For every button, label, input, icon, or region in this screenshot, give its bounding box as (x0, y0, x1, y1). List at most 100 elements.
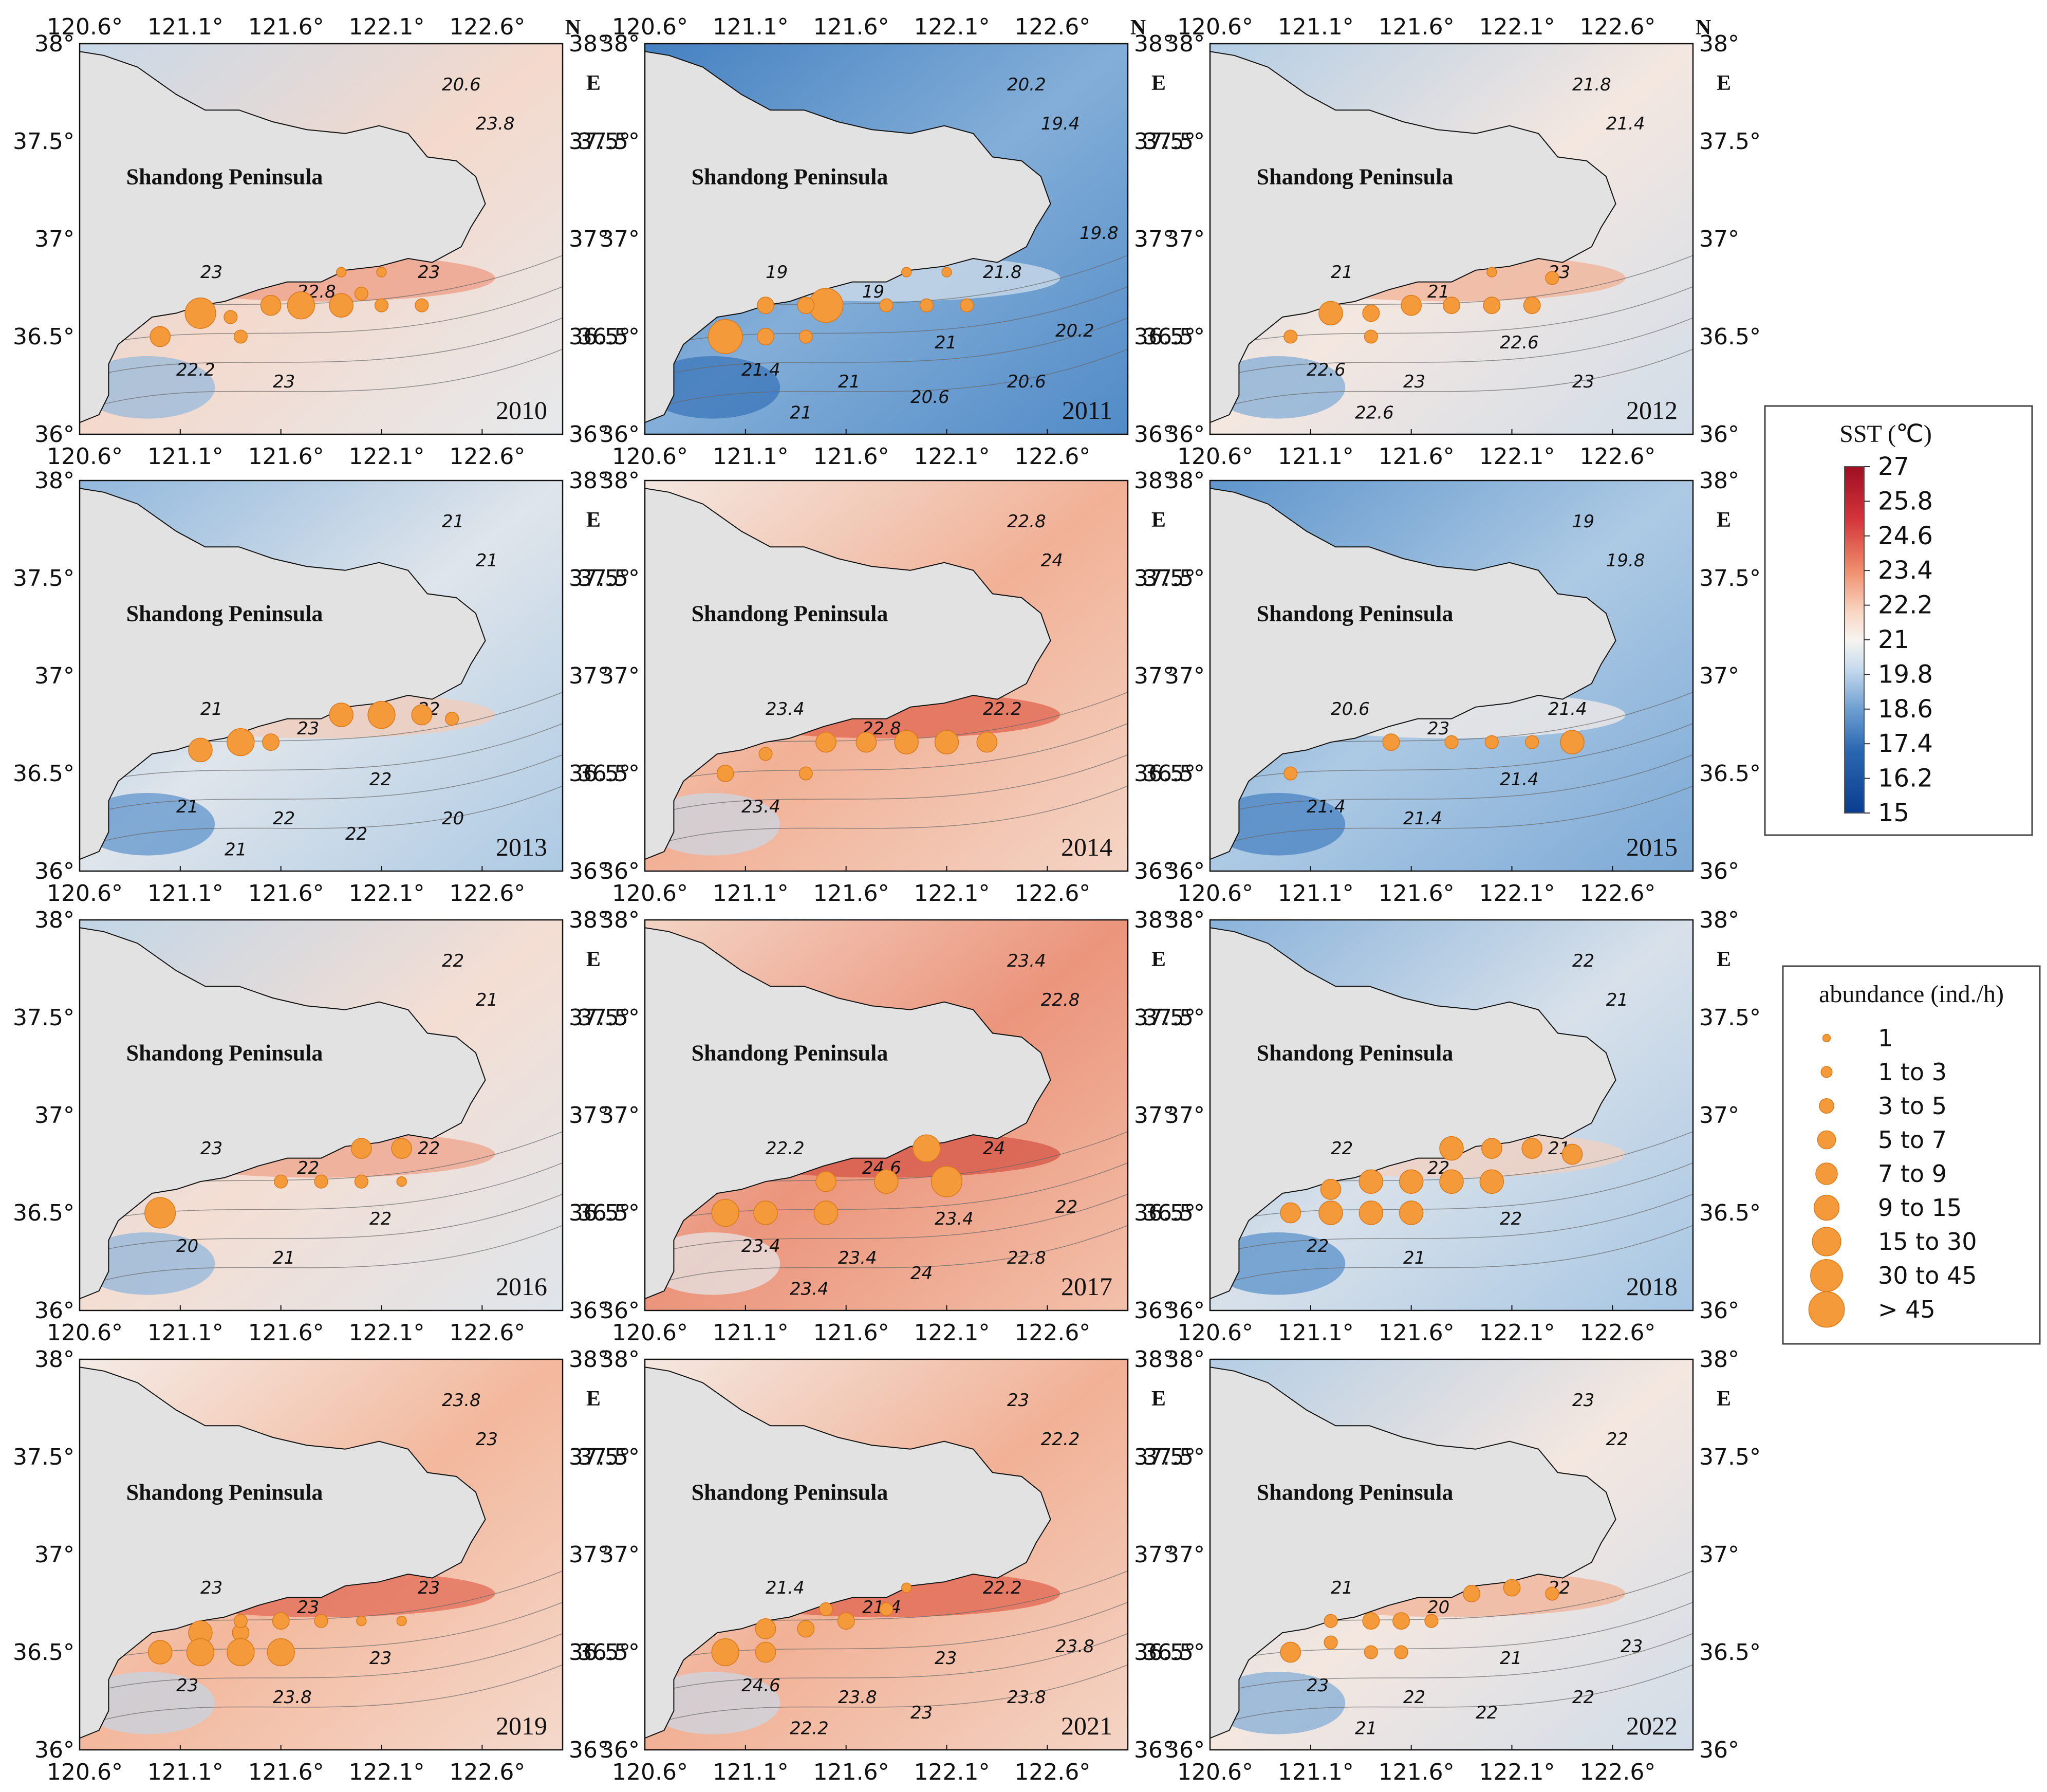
sst-contour-line (80, 348, 563, 412)
lon-tick: 121.6° (248, 444, 324, 470)
map-panel-2015: 19 19.8 20.6 23 21.4 21.4 21.4 21.4 Shandong Pen… (1143, 468, 1761, 907)
panel-frame (1209, 1358, 1694, 1751)
lat-tick-right: 37.5° (1699, 565, 1761, 592)
map-panel-2016: 22 21 23 22 22 20 21 22 Shandong Peninsula 2016 12… (13, 907, 630, 1346)
lat-tick-right: 37° (569, 1542, 609, 1568)
sst-contour-line (1210, 754, 1693, 817)
station-abundance-dot (147, 1640, 173, 1665)
contour-label: 24 (983, 1138, 1005, 1159)
sst-contour-line (80, 1664, 563, 1727)
station-abundance-dot (755, 1641, 776, 1663)
lat-tick-left: 36.5° (1143, 1200, 1205, 1226)
lon-tick: 122.6° (1014, 444, 1090, 470)
compass-east: E (1151, 1387, 1166, 1411)
contour-label: 21 (1403, 1248, 1425, 1268)
contour-label: 20.6 (910, 387, 950, 408)
lat-tick-left: 37.5° (578, 128, 640, 155)
lat-tick-right: 38° (1699, 907, 1739, 933)
sst-contour-line (645, 348, 1128, 412)
lat-tick-left: 36° (34, 421, 75, 448)
sst-contour-line (1210, 1633, 1693, 1696)
station-abundance-dot (287, 291, 315, 320)
contour-label: 22.2 (176, 360, 215, 380)
abundance-legend-dot (1819, 1098, 1834, 1114)
station-abundance-dot (272, 1612, 290, 1630)
panel-year: 2021 (1061, 1711, 1112, 1740)
contour-label: 22 (418, 1138, 440, 1159)
lon-tick-top: 121.1° (147, 14, 224, 40)
contour-label: 21 (176, 797, 198, 817)
sst-contour-line (1210, 286, 1693, 349)
lat-tick-left: 37° (1165, 1102, 1205, 1129)
contour-label: 21 (273, 1248, 295, 1268)
lon-tick-top: 120.6° (47, 14, 123, 40)
station-abundance-dot (445, 712, 459, 726)
compass-east: E (1151, 948, 1166, 971)
station-abundance-dot (150, 326, 171, 347)
lon-tick: 122.1° (914, 444, 990, 470)
lat-tick-left: 36.5° (13, 1200, 75, 1226)
lat-tick-left: 36.5° (578, 1639, 640, 1666)
compass-east: E (1151, 508, 1166, 532)
panel-frame (1209, 43, 1694, 435)
lon-tick: 121.1° (713, 1759, 789, 1785)
lat-tick-right: 36.5° (1699, 1200, 1761, 1226)
station-abundance-dot (1439, 1169, 1464, 1194)
lat-tick-right: 37.5° (1134, 1005, 1196, 1031)
panel-year: 2015 (1626, 833, 1678, 861)
station-abundance-dot (1320, 1179, 1342, 1200)
lat-tick-left: 37.5° (578, 565, 640, 592)
contour-label: 22 (1606, 1429, 1628, 1450)
panel-year: 2011 (1062, 396, 1112, 424)
contour-label: 23.8 (273, 1687, 312, 1708)
contour-label: 22.6 (1355, 403, 1394, 423)
sst-legend-tick: 21 (1878, 625, 1909, 654)
lat-tick-left: 37.5° (578, 1444, 640, 1470)
station-abundance-dot (708, 319, 743, 354)
land-mass (645, 1366, 1051, 1739)
station-abundance-dot (374, 298, 389, 312)
lon-tick: 122.1° (1479, 1759, 1555, 1785)
lon-tick: 122.6° (1579, 1759, 1655, 1785)
sst-legend-tick: 16.2 (1878, 764, 1933, 793)
contour-label: 21 (1355, 1719, 1377, 1739)
station-abundance-dot (1523, 297, 1541, 315)
lon-tick: 120.6° (1177, 880, 1253, 907)
lat-tick-left: 38° (600, 31, 640, 57)
lon-tick: 121.1° (713, 1320, 789, 1346)
lon-tick: 122.1° (349, 880, 425, 907)
lat-tick-right: 37.5° (1134, 128, 1196, 155)
panel-year: 2010 (496, 396, 547, 424)
sst-contour-line (645, 723, 1128, 786)
sst-contour-line (1210, 348, 1693, 412)
station-abundance-dot (224, 310, 238, 324)
station-abundance-dot (356, 1616, 367, 1627)
station-abundance-dot (1479, 1169, 1504, 1194)
abundance-legend: abundance (ind./h) 1 1 to 3 3 to 5 5 to 7 7 … (1782, 965, 2041, 1345)
contour-label: 20.6 (1331, 699, 1370, 719)
station-abundance-dot (1463, 1585, 1481, 1602)
sst-contour-line (1210, 317, 1693, 380)
contour-label: 23 (200, 1138, 222, 1159)
station-abundance-dot (1382, 733, 1400, 751)
lat-tick-right: 37° (1699, 226, 1739, 252)
contour-label: 21 (225, 840, 247, 860)
contour-label: 23 (1007, 1390, 1029, 1411)
contour-label: 23.4 (935, 1209, 974, 1229)
lat-tick-right: 36.5° (1699, 761, 1761, 787)
lon-tick: 121.1° (147, 444, 224, 470)
sst-legend-tick: 27 (1878, 452, 1909, 481)
lon-tick: 121.6° (248, 1320, 324, 1346)
station-abundance-dot (376, 267, 387, 278)
station-abundance-dot (188, 737, 213, 763)
station-abundance-dot (354, 286, 368, 301)
lon-tick: 121.1° (147, 1759, 224, 1785)
lon-tick: 121.6° (1379, 1759, 1455, 1785)
sst-contour-line (645, 1664, 1128, 1727)
lat-tick-left: 38° (34, 31, 75, 57)
lat-tick-right: 37° (1699, 1102, 1739, 1129)
lat-tick-right: 37.5° (1134, 565, 1196, 592)
contour-label: 19 (862, 282, 884, 302)
peninsula-label: Shandong Peninsula (1257, 164, 1454, 190)
